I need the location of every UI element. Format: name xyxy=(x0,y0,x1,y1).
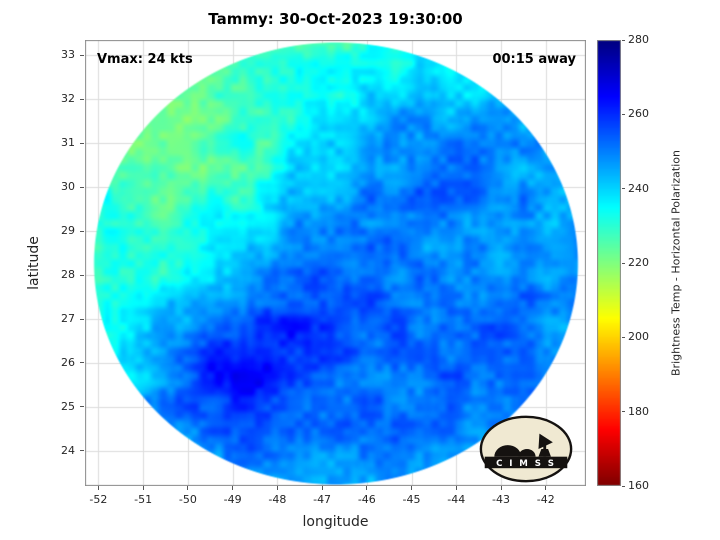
x-tick xyxy=(411,486,413,490)
colorbar-tick-label: 280 xyxy=(628,33,649,46)
y-tick-label: 33 xyxy=(61,48,75,62)
y-tick-label: 32 xyxy=(61,92,75,106)
x-tick xyxy=(276,486,278,490)
colorbar xyxy=(597,40,621,486)
y-tick-label: 29 xyxy=(61,224,75,238)
y-tick-label: 24 xyxy=(61,443,75,457)
logo-text: C I M S S xyxy=(496,459,556,469)
y-axis-label: latitude xyxy=(26,236,42,290)
y-tick-label: 25 xyxy=(61,399,75,413)
x-tick-label: -47 xyxy=(313,493,332,506)
y-tick xyxy=(80,274,84,276)
y-tick-label: 27 xyxy=(61,312,75,326)
x-tick xyxy=(500,486,502,490)
x-tick-label: -42 xyxy=(536,493,555,506)
x-tick xyxy=(545,486,547,490)
x-tick-label: -49 xyxy=(223,493,242,506)
x-tick-label: -46 xyxy=(357,493,376,506)
cimss-logo: C I M S S xyxy=(479,415,573,483)
y-tick xyxy=(80,98,84,100)
y-tick-label: 31 xyxy=(61,136,75,150)
colorbar-tick xyxy=(622,411,625,413)
colorbar-tick-label: 160 xyxy=(628,479,649,492)
brightness-temp-heatmap xyxy=(85,40,586,486)
y-tick xyxy=(80,142,84,144)
y-tick xyxy=(80,362,84,364)
chart-title: Tammy: 30-Oct-2023 19:30:00 xyxy=(208,10,463,28)
colorbar-tick-label: 180 xyxy=(628,404,649,418)
x-axis-label: longitude xyxy=(302,514,369,530)
vmax-annotation: Vmax: 24 kts xyxy=(97,52,193,67)
y-tick xyxy=(80,318,84,320)
y-tick-label: 26 xyxy=(61,355,75,369)
colorbar-tick xyxy=(622,188,625,190)
x-tick xyxy=(366,486,368,490)
logo-radome-large xyxy=(494,445,522,457)
x-tick-label: -45 xyxy=(402,493,421,506)
x-tick xyxy=(455,486,457,490)
logo-tower-base xyxy=(538,449,551,457)
colorbar-tick-label: 240 xyxy=(628,181,649,195)
colorbar-tick xyxy=(622,113,625,115)
colorbar-tick xyxy=(622,336,625,338)
colorbar-tick-label: 200 xyxy=(628,330,649,344)
y-tick xyxy=(80,450,84,452)
y-tick xyxy=(80,54,84,56)
y-tick-label: 28 xyxy=(61,268,75,282)
colorbar-label: Brightness Temp - Horizontal Polarizatio… xyxy=(669,150,683,376)
x-tick xyxy=(232,486,234,490)
x-tick-label: -43 xyxy=(492,493,510,506)
x-tick xyxy=(187,486,189,490)
x-tick xyxy=(142,486,144,490)
y-tick xyxy=(80,186,84,188)
x-tick-label: -50 xyxy=(178,493,197,506)
x-tick-label: -52 xyxy=(89,493,108,506)
x-tick-label: -51 xyxy=(134,493,153,506)
y-tick xyxy=(80,406,84,408)
x-tick-label: -44 xyxy=(447,493,466,506)
logo-dish-icon xyxy=(538,433,553,449)
colorbar-tick xyxy=(622,262,625,264)
time-offset-annotation: 00:15 away xyxy=(492,52,576,67)
y-tick xyxy=(80,230,84,232)
y-tick-label: 30 xyxy=(61,180,75,194)
x-tick-label: -48 xyxy=(268,493,287,506)
x-tick xyxy=(97,486,99,490)
colorbar-tick xyxy=(622,485,625,487)
logo-badge xyxy=(479,415,573,483)
colorbar-tick-label: 260 xyxy=(628,107,649,121)
logo-band xyxy=(484,456,568,469)
logo-radome-small xyxy=(518,449,536,457)
colorbar-tick-label: 220 xyxy=(628,256,649,269)
x-tick xyxy=(321,486,323,490)
colorbar-tick xyxy=(622,39,625,41)
